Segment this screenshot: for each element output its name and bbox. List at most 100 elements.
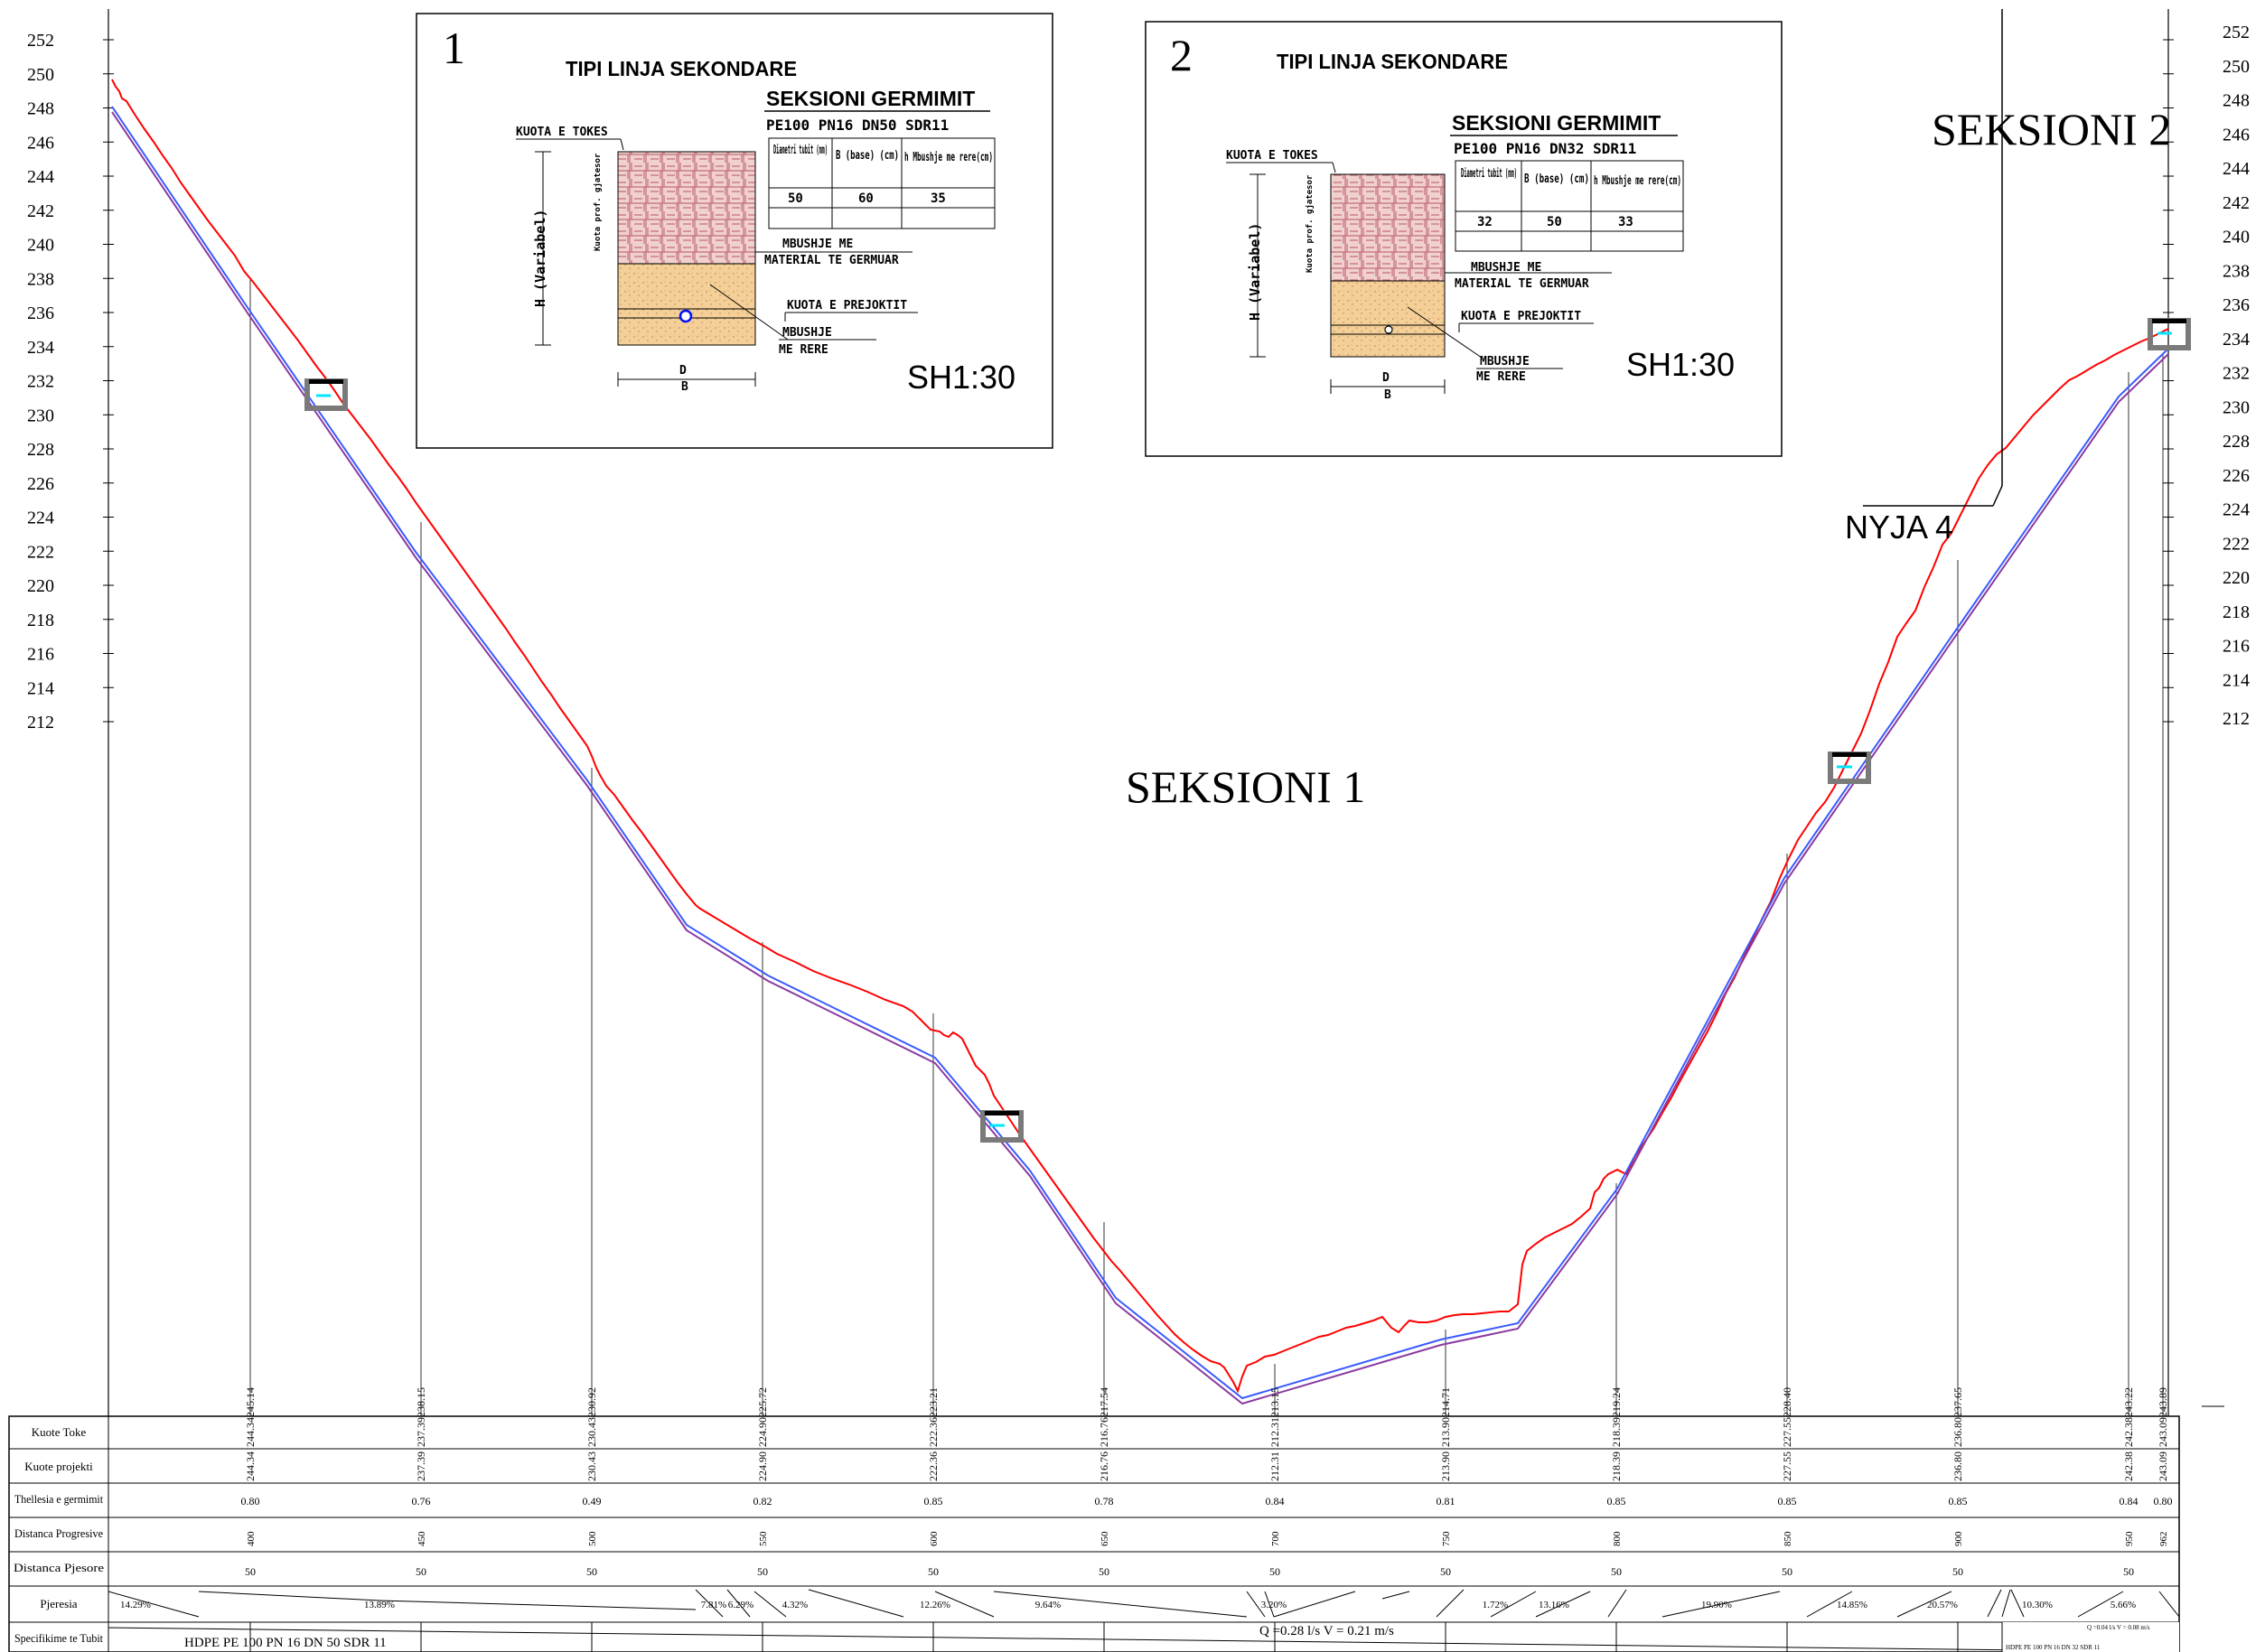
progressive-distance-value: 450: [416, 1531, 427, 1546]
y-tick-label-right: 226: [2223, 466, 2250, 486]
partial-distance-value: 50: [1952, 1565, 1963, 1578]
flow-2: Q =0.04 l/s V = 0.08 m/s: [2087, 1624, 2150, 1631]
progressive-distance-value: 700: [1270, 1531, 1281, 1546]
slope-value: 3.20%: [1261, 1600, 1287, 1610]
detail-2-fill-label-1: MBUSHJE ME: [1471, 261, 1541, 275]
node-4-marker: [1863, 9, 2003, 507]
detail-1-sand-label-1: MBUSHJE: [782, 326, 832, 340]
y-tick-label-left: 248: [27, 99, 54, 119]
progressive-distance-value: 750: [1441, 1531, 1452, 1546]
y-tick-label-right: 218: [2223, 602, 2250, 622]
detail-1-ground-label: KUOTA E TOKES: [516, 126, 608, 139]
depth-value: 0.80: [241, 1495, 260, 1507]
pipe-invert-line: [111, 111, 2169, 1405]
ground-level-value: 222.36223.21: [927, 1387, 940, 1447]
detail-2-dim-d: D: [1382, 371, 1390, 385]
depth-value: 0.84: [1266, 1495, 1285, 1507]
profile-table: Kuote Toke Kuote projekti Thellesia e ge…: [8, 1387, 2180, 1652]
pipe-spec-2: HDPE PE 100 PN 16 DN 32 SDR 11: [2006, 1644, 2101, 1651]
detail-2-col2-header: B (base) (cm): [1524, 173, 1589, 186]
detail-1-base: 60: [858, 191, 874, 206]
detail-1-col3-header: h Mbushje me rere(cm): [904, 151, 993, 164]
detail-1-sand-label-2: ME RERE: [779, 343, 828, 357]
ground-level-value: 218.39219.24: [1610, 1387, 1623, 1447]
detail-2-base: 50: [1547, 215, 1562, 229]
y-tick-label-right: 238: [2223, 261, 2250, 281]
detail-2-ground-label: KUOTA E TOKES: [1226, 149, 1318, 163]
flow-1: Q =0.28 l/s V = 0.21 m/s: [1259, 1624, 1394, 1638]
slope-value: 1.72%: [1483, 1600, 1508, 1610]
detail-2-scale: SH1:30: [1626, 346, 1735, 383]
detail-2-surface-label: Kuota prof. gjatesor: [1305, 174, 1315, 273]
project-level-value: 212.31: [1268, 1451, 1281, 1481]
y-tick-label-left: 216: [27, 645, 54, 665]
depth-value: 0.49: [583, 1495, 602, 1507]
detail-1-heading: SEKSIONI GERMIMIT: [766, 87, 975, 110]
pipe-crown-line: [111, 106, 2169, 1400]
y-tick-label-right: 232: [2223, 364, 2250, 384]
slope-value: 14.29%: [120, 1600, 151, 1610]
y-tick-label-left: 218: [27, 611, 54, 630]
detail-2-number: 2: [1170, 30, 1193, 80]
detail-1-sand: [617, 263, 756, 346]
y-tick-label-right: 236: [2223, 295, 2250, 315]
slope-value: 7.81%: [701, 1600, 726, 1610]
detail-2-diameter: 32: [1477, 215, 1493, 229]
y-tick-label-left: 252: [27, 31, 54, 51]
partial-distance-value: 50: [1099, 1565, 1109, 1578]
detail-1-dim-d: D: [679, 364, 687, 378]
depth-value: 0.82: [753, 1495, 772, 1507]
depth-value: 0.81: [1437, 1495, 1455, 1507]
y-tick-label-left: 230: [27, 406, 54, 425]
detail-2-title: TIPI LINJA SEKONDARE: [1277, 50, 1508, 73]
slope-value: 6.29%: [728, 1600, 753, 1610]
detail-1-scale: SH1:30: [907, 359, 1016, 396]
trench-detail-1: 1 TIPI LINJA SEKONDARE SEKSIONI GERMIMIT…: [416, 13, 1053, 449]
manhole-1: [304, 378, 348, 411]
project-level-value: 224.90: [756, 1451, 769, 1481]
y-tick-label-right: 220: [2223, 568, 2250, 588]
row-label-project: Kuote projekti: [24, 1460, 93, 1473]
y-tick-label-left: 214: [27, 678, 54, 698]
project-level-value: 236.80: [1951, 1451, 1964, 1481]
partial-distance-value: 50: [1611, 1565, 1622, 1578]
slope-value: 9.64%: [1035, 1600, 1061, 1610]
partial-distance-value: 50: [928, 1565, 939, 1578]
y-tick-label-left: 228: [27, 440, 54, 460]
depth-value: 0.85: [1607, 1495, 1626, 1507]
trench-detail-2: 2 TIPI LINJA SEKONDARE SEKSIONI GERMIMIT…: [1145, 21, 1783, 457]
depth-value: 0.85: [1949, 1495, 1968, 1507]
partial-distance-value: 50: [757, 1565, 768, 1578]
slope-value: 4.32%: [782, 1600, 808, 1610]
detail-2-height-label: H (Variabel): [1247, 223, 1263, 321]
detail-2-col1-header: Diametri tubit (mm): [1461, 167, 1517, 181]
depth-value: 0.76: [412, 1495, 431, 1507]
ground-level-value: 212.31213.15: [1268, 1387, 1281, 1447]
detail-1-col1-header: Diametri tubit (mm): [773, 144, 828, 157]
left-axis-ticks: 252 250 248 246 244 242 240 238 236 234 232 230 228 2…: [27, 31, 114, 733]
slope-value: 14.85%: [1837, 1600, 1867, 1610]
detail-1-height-label: H (Variabel): [532, 210, 548, 307]
ground-level-value: 224.90225.72: [756, 1387, 769, 1447]
partial-distance-value: 50: [2123, 1565, 2134, 1578]
y-tick-label-right: 216: [2223, 637, 2250, 657]
project-level-value: 222.36: [927, 1451, 940, 1481]
project-level-value: 237.39: [415, 1451, 427, 1481]
y-tick-label-right: 212: [2223, 709, 2250, 729]
progressive-distance-value: 650: [1100, 1531, 1110, 1546]
manhole-4: [2148, 318, 2191, 350]
partial-distance-value: 50: [1782, 1565, 1792, 1578]
y-tick-label-left: 226: [27, 474, 54, 494]
project-level-value: 227.55: [1781, 1451, 1793, 1481]
progressive-distance-value: 900: [1953, 1531, 1964, 1546]
project-level-value: 230.43: [585, 1451, 598, 1481]
partial-distance-value: 50: [1440, 1565, 1451, 1578]
detail-2-sand-label-1: MBUSHJE: [1480, 355, 1530, 369]
progressive-distance-value: 600: [929, 1531, 940, 1546]
y-tick-label-right: 240: [2223, 228, 2250, 247]
detail-2-fill-label-2: MATERIAL TE GERMUAR: [1455, 277, 1589, 291]
pipe-spec-1: HDPE PE 100 PN 16 DN 50 SDR 11: [184, 1636, 387, 1650]
ground-level-value: 213.90214.71: [1439, 1387, 1452, 1447]
slope-marks: 14.29% 13.89% 7.81% 6.29% 4.32% 12.26% 9.64% 3.…: [108, 1589, 2180, 1618]
